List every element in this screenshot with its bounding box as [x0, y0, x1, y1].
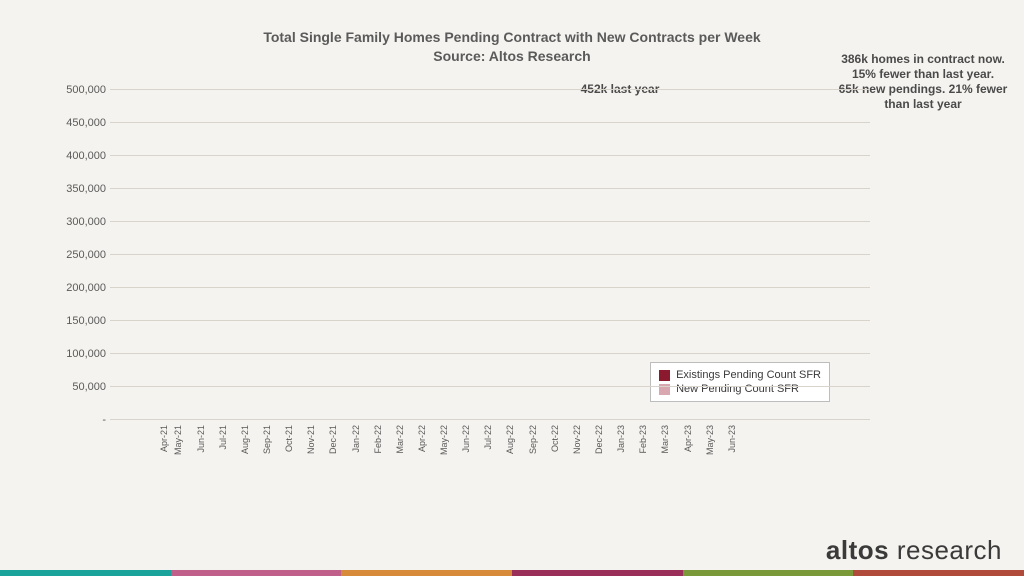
- gridline: [110, 353, 870, 354]
- x-tick-label: Apr-22: [417, 425, 427, 475]
- stripe-segment: [171, 570, 342, 576]
- legend-row-existing: Existings Pending Count SFR: [659, 368, 821, 382]
- legend-swatch-existing: [659, 370, 670, 381]
- x-tick-label: Jun-21: [196, 425, 206, 475]
- gridline: [110, 188, 870, 189]
- x-tick-label: Sep-21: [262, 425, 272, 475]
- x-tick-label: Mar-23: [660, 425, 670, 475]
- y-tick-label: 200,000: [42, 282, 106, 294]
- y-tick-label: 50,000: [42, 381, 106, 393]
- x-tick-label: May-23: [705, 425, 715, 475]
- stripe-segment: [683, 570, 854, 576]
- x-tick-label: Jan-22: [351, 425, 361, 475]
- x-tick-label: Apr-23: [683, 425, 693, 475]
- logo-bold: altos: [826, 535, 889, 565]
- y-tick-label: 250,000: [42, 249, 106, 261]
- y-tick-label: 350,000: [42, 183, 106, 195]
- legend: Existings Pending Count SFR New Pending …: [650, 362, 830, 402]
- x-tick-label: Dec-22: [594, 425, 604, 475]
- x-tick-label: Apr-21: [159, 425, 169, 475]
- legend-label-new: New Pending Count SFR: [676, 383, 799, 395]
- x-tick-label: Jan-23: [616, 425, 626, 475]
- brand-stripe: [0, 570, 1024, 576]
- x-tick-label: Nov-21: [306, 425, 316, 475]
- x-tick-label: Oct-22: [550, 425, 560, 475]
- x-tick-label: Mar-22: [395, 425, 405, 475]
- y-tick-label: 400,000: [42, 150, 106, 162]
- x-tick-label: May-22: [439, 425, 449, 475]
- y-tick-label: 500,000: [42, 84, 106, 96]
- legend-label-existing: Existings Pending Count SFR: [676, 369, 821, 381]
- chart-plot-area: Existings Pending Count SFR New Pending …: [110, 90, 870, 420]
- gridline: [110, 89, 870, 90]
- title-line2: Source: Altos Research: [433, 48, 590, 64]
- x-axis: Apr-21 May-21 Jun-21 Jul-21 Aug-21 Sep-21 Oct-…: [110, 424, 870, 504]
- gridline: [110, 287, 870, 288]
- x-tick-label: Nov-22: [572, 425, 582, 475]
- stripe-segment: [341, 570, 512, 576]
- x-tick-label: Feb-22: [373, 425, 383, 475]
- x-tick-label: Sep-22: [528, 425, 538, 475]
- gridline: [110, 122, 870, 123]
- y-tick-label: 450,000: [42, 117, 106, 129]
- stripe-segment: [0, 570, 171, 576]
- x-tick-label: Jun-23: [727, 425, 737, 475]
- page: Total Single Family Homes Pending Contra…: [0, 0, 1024, 576]
- x-tick-label: Feb-23: [638, 425, 648, 475]
- gridline: [110, 155, 870, 156]
- x-tick-label: May-21: [173, 425, 183, 475]
- gridline: [110, 320, 870, 321]
- y-tick-label: -: [42, 414, 106, 426]
- x-tick-label: Aug-22: [505, 425, 515, 475]
- gridline: [110, 254, 870, 255]
- altos-logo: altos research: [826, 535, 1002, 566]
- gridline: [110, 221, 870, 222]
- x-tick-label: Oct-21: [284, 425, 294, 475]
- logo-light: research: [889, 535, 1002, 565]
- gridline: [110, 419, 870, 420]
- x-tick-label: Dec-21: [328, 425, 338, 475]
- y-tick-label: 100,000: [42, 348, 106, 360]
- x-tick-label: Jul-22: [483, 425, 493, 475]
- legend-row-new: New Pending Count SFR: [659, 382, 821, 396]
- y-axis: -50,000100,000150,000200,000250,000300,0…: [42, 90, 106, 420]
- stripe-segment: [512, 570, 683, 576]
- x-tick-label: Jun-22: [461, 425, 471, 475]
- gridline: [110, 386, 870, 387]
- stripe-segment: [853, 570, 1024, 576]
- y-tick-label: 300,000: [42, 216, 106, 228]
- x-tick-label: Jul-21: [218, 425, 228, 475]
- y-tick-label: 150,000: [42, 315, 106, 327]
- title-line1: Total Single Family Homes Pending Contra…: [263, 29, 760, 45]
- x-tick-label: Aug-21: [240, 425, 250, 475]
